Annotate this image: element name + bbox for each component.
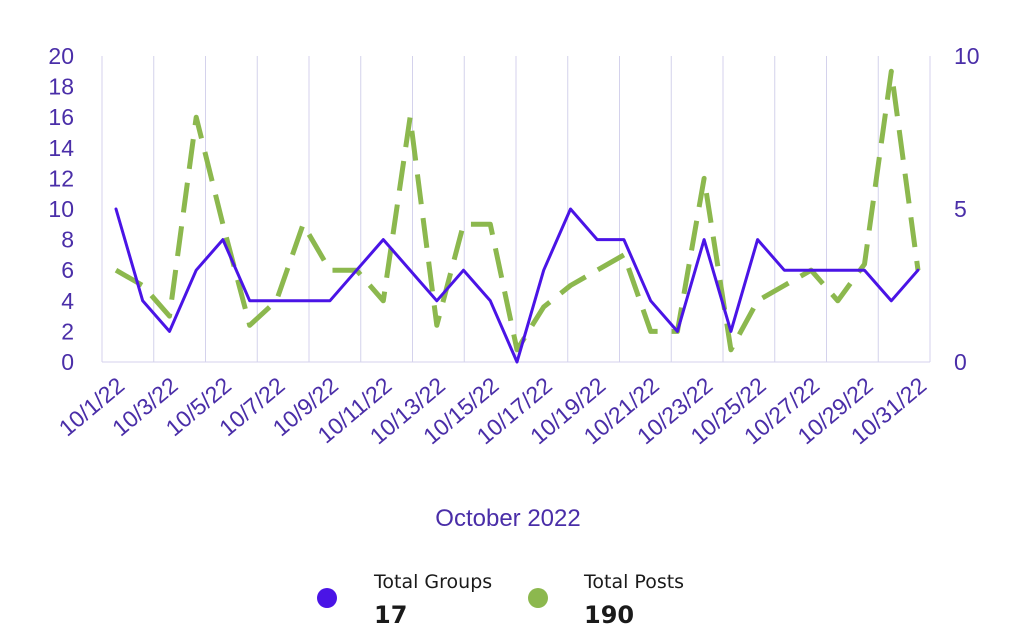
series-line-total-posts xyxy=(114,68,921,353)
y-right-tick-label: 0 xyxy=(954,349,967,375)
right-y-axis: 0 5 10 xyxy=(954,43,980,375)
y-left-tick-label: 16 xyxy=(48,104,74,130)
legend-item-total-posts: Total Posts 190 xyxy=(584,571,684,629)
y-left-tick-label: 18 xyxy=(48,74,74,100)
y-left-tick-label: 6 xyxy=(61,257,74,283)
legend-value-total-posts: 190 xyxy=(584,601,635,629)
legend-label-total-groups: Total Groups xyxy=(374,571,493,593)
left-y-axis: 0 2 4 6 8 10 12 14 16 18 20 xyxy=(48,43,74,375)
x-axis-title: October 2022 xyxy=(435,505,580,532)
y-left-tick-label: 10 xyxy=(48,196,74,222)
y-left-tick-label: 14 xyxy=(48,135,74,161)
series-lines xyxy=(114,68,921,364)
y-left-tick-label: 4 xyxy=(61,288,74,314)
vertical-gridlines xyxy=(101,56,931,363)
y-left-tick-label: 20 xyxy=(48,43,74,69)
legend-dot-total-groups xyxy=(317,588,337,608)
legend-value-total-groups: 17 xyxy=(374,601,408,629)
legend-item-total-groups: Total Groups 17 xyxy=(374,571,492,629)
y-left-tick-label: 12 xyxy=(48,165,74,191)
y-left-tick-label: 8 xyxy=(61,227,74,253)
y-left-tick-label: 0 xyxy=(61,349,74,375)
x-axis: 10/1/2210/3/2210/5/2210/7/2210/9/2210/11… xyxy=(54,372,932,449)
y-left-tick-label: 2 xyxy=(61,318,74,344)
series-line-total-groups xyxy=(114,207,920,364)
y-right-tick-label: 5 xyxy=(954,196,967,222)
y-right-tick-label: 10 xyxy=(954,43,980,69)
legend-label-total-posts: Total Posts xyxy=(584,571,685,593)
legend-dot-total-posts xyxy=(528,588,548,608)
